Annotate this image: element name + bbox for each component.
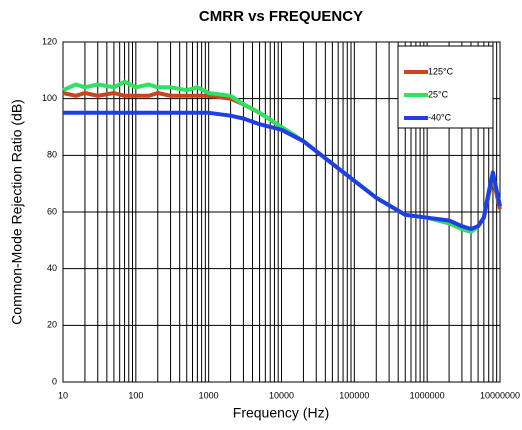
y-tick-label: 20 — [47, 320, 57, 330]
x-tick-label: 1000 — [199, 390, 219, 400]
x-tick-label: 100000 — [339, 390, 369, 400]
series-line — [63, 110, 502, 231]
x-tick-label: 100 — [128, 390, 143, 400]
legend-label: 25°C — [428, 89, 449, 99]
y-axis-label: Common-Mode Rejection Ratio (dB) — [9, 99, 25, 325]
legend-box — [397, 45, 494, 129]
x-tick-label: 1000000 — [410, 390, 445, 400]
x-tick-label: 10 — [58, 390, 68, 400]
y-tick-label: 80 — [47, 150, 57, 160]
series-line — [62, 79, 502, 234]
y-tick-label: 0 — [52, 376, 57, 386]
y-tick-label: 100 — [42, 93, 57, 103]
chart-title: CMRR vs FREQUENCY — [199, 8, 363, 25]
x-axis-label: Frequency (Hz) — [233, 405, 329, 421]
x-tick-label: 10000 — [269, 390, 294, 400]
legend-label: 125°C — [428, 66, 454, 76]
y-tick-label: 120 — [42, 36, 57, 46]
legend-label: -40°C — [428, 112, 452, 122]
x-tick-label: 10000000 — [480, 390, 520, 400]
y-tick-label: 60 — [47, 206, 57, 216]
y-tick-label: 40 — [47, 263, 57, 273]
